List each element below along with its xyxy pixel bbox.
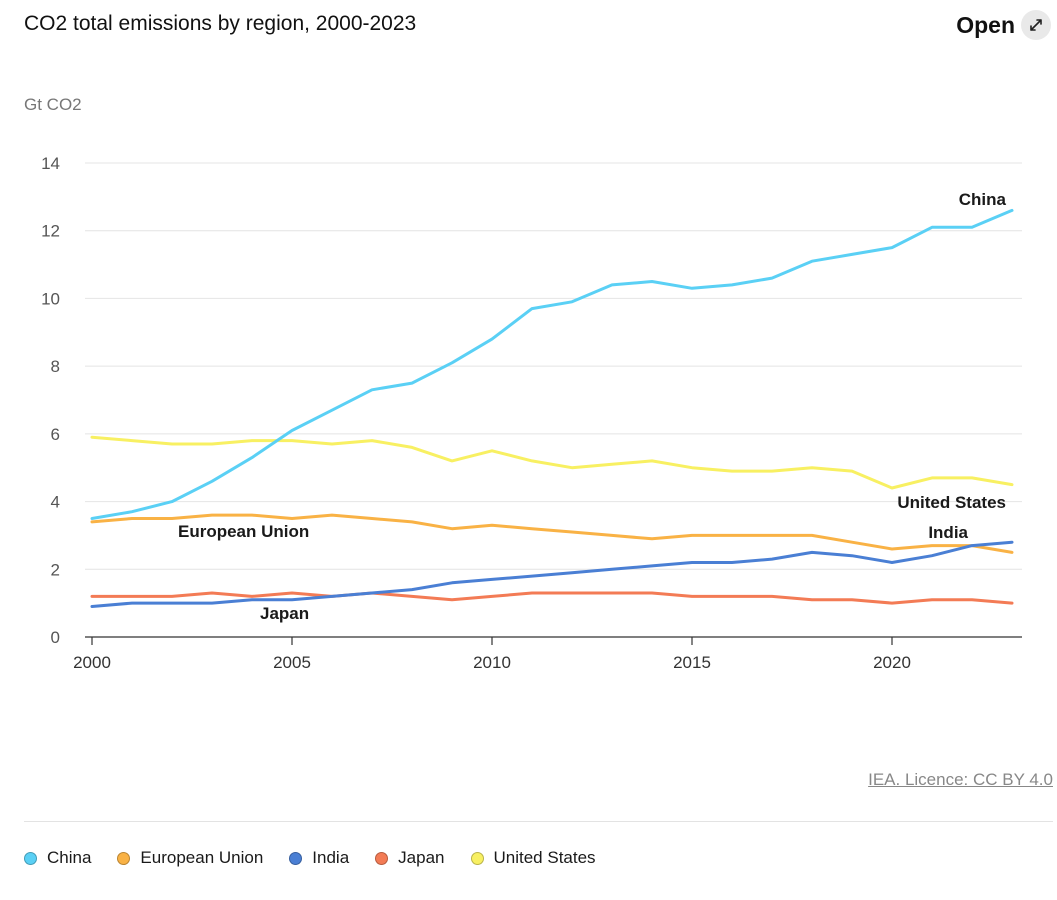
x-tick-label: 2010: [473, 653, 511, 672]
annotation-european-union: European Union: [178, 522, 309, 541]
legend-swatch: [24, 851, 37, 865]
line-chart: 0 2 4 6 8 10 12 14 2000 2005 2010 2015 2020 China Uni…: [41, 154, 1022, 672]
y-tick-label: 10: [41, 289, 60, 308]
series-line-united-states[interactable]: [90, 435, 1014, 490]
legend-label: United States: [493, 848, 596, 867]
series-line-india[interactable]: [90, 540, 1014, 608]
legend-item-china[interactable]: China: [24, 848, 91, 868]
y-tick-label: 4: [51, 493, 60, 512]
legend: China European Union India Japan United Stat…: [24, 848, 596, 868]
legend-swatch: [289, 851, 303, 865]
legend-label: China: [47, 848, 92, 867]
series-line-china[interactable]: [90, 208, 1014, 520]
y-tick-label: 0: [51, 628, 60, 647]
y-tick-label: 14: [41, 154, 60, 173]
legend-divider: [24, 821, 1053, 822]
y-tick-label: 6: [51, 425, 60, 444]
open-button[interactable]: Open: [956, 10, 1051, 40]
series-annotations: China United States India European Union Jap…: [178, 190, 1007, 623]
open-button-label: Open: [956, 11, 1015, 38]
annotation-united-states: United States: [897, 493, 1006, 512]
y-axis-unit-label: Gt CO2: [24, 95, 82, 114]
legend-swatch: [117, 851, 131, 865]
legend-item-united-states[interactable]: United States: [470, 848, 596, 868]
y-tick-label: 12: [41, 222, 60, 241]
x-tick-label: 2005: [273, 653, 311, 672]
axes: 0 2 4 6 8 10 12 14 2000 2005 2010 2015 2020: [41, 154, 1022, 672]
grid-lines: [85, 162, 1022, 570]
x-tick-label: 2020: [873, 653, 911, 672]
series-lines: [90, 208, 1014, 608]
legend-label: Japan: [398, 848, 445, 867]
annotation-china: China: [959, 190, 1007, 209]
x-tick-label: 2015: [673, 653, 711, 672]
series-line-european-union[interactable]: [90, 513, 1014, 554]
legend-label: India: [312, 848, 350, 867]
chart-title: CO2 total emissions by region, 2000-2023: [24, 12, 417, 35]
y-tick-label: 2: [51, 560, 60, 579]
y-tick-label: 8: [51, 357, 60, 376]
legend-item-india[interactable]: India: [289, 848, 349, 868]
source-licence-link[interactable]: IEA. Licence: CC BY 4.0: [868, 770, 1053, 789]
expand-icon: [1021, 10, 1051, 40]
legend-label: European Union: [140, 848, 264, 867]
x-tick-label: 2000: [73, 653, 111, 672]
annotation-india: India: [928, 523, 968, 542]
series-line-japan[interactable]: [90, 591, 1014, 605]
legend-item-japan[interactable]: Japan: [375, 848, 445, 868]
annotation-japan: Japan: [260, 604, 309, 623]
legend-swatch: [375, 851, 389, 865]
legend-swatch: [470, 851, 484, 865]
legend-item-european-union[interactable]: European Union: [117, 848, 263, 868]
